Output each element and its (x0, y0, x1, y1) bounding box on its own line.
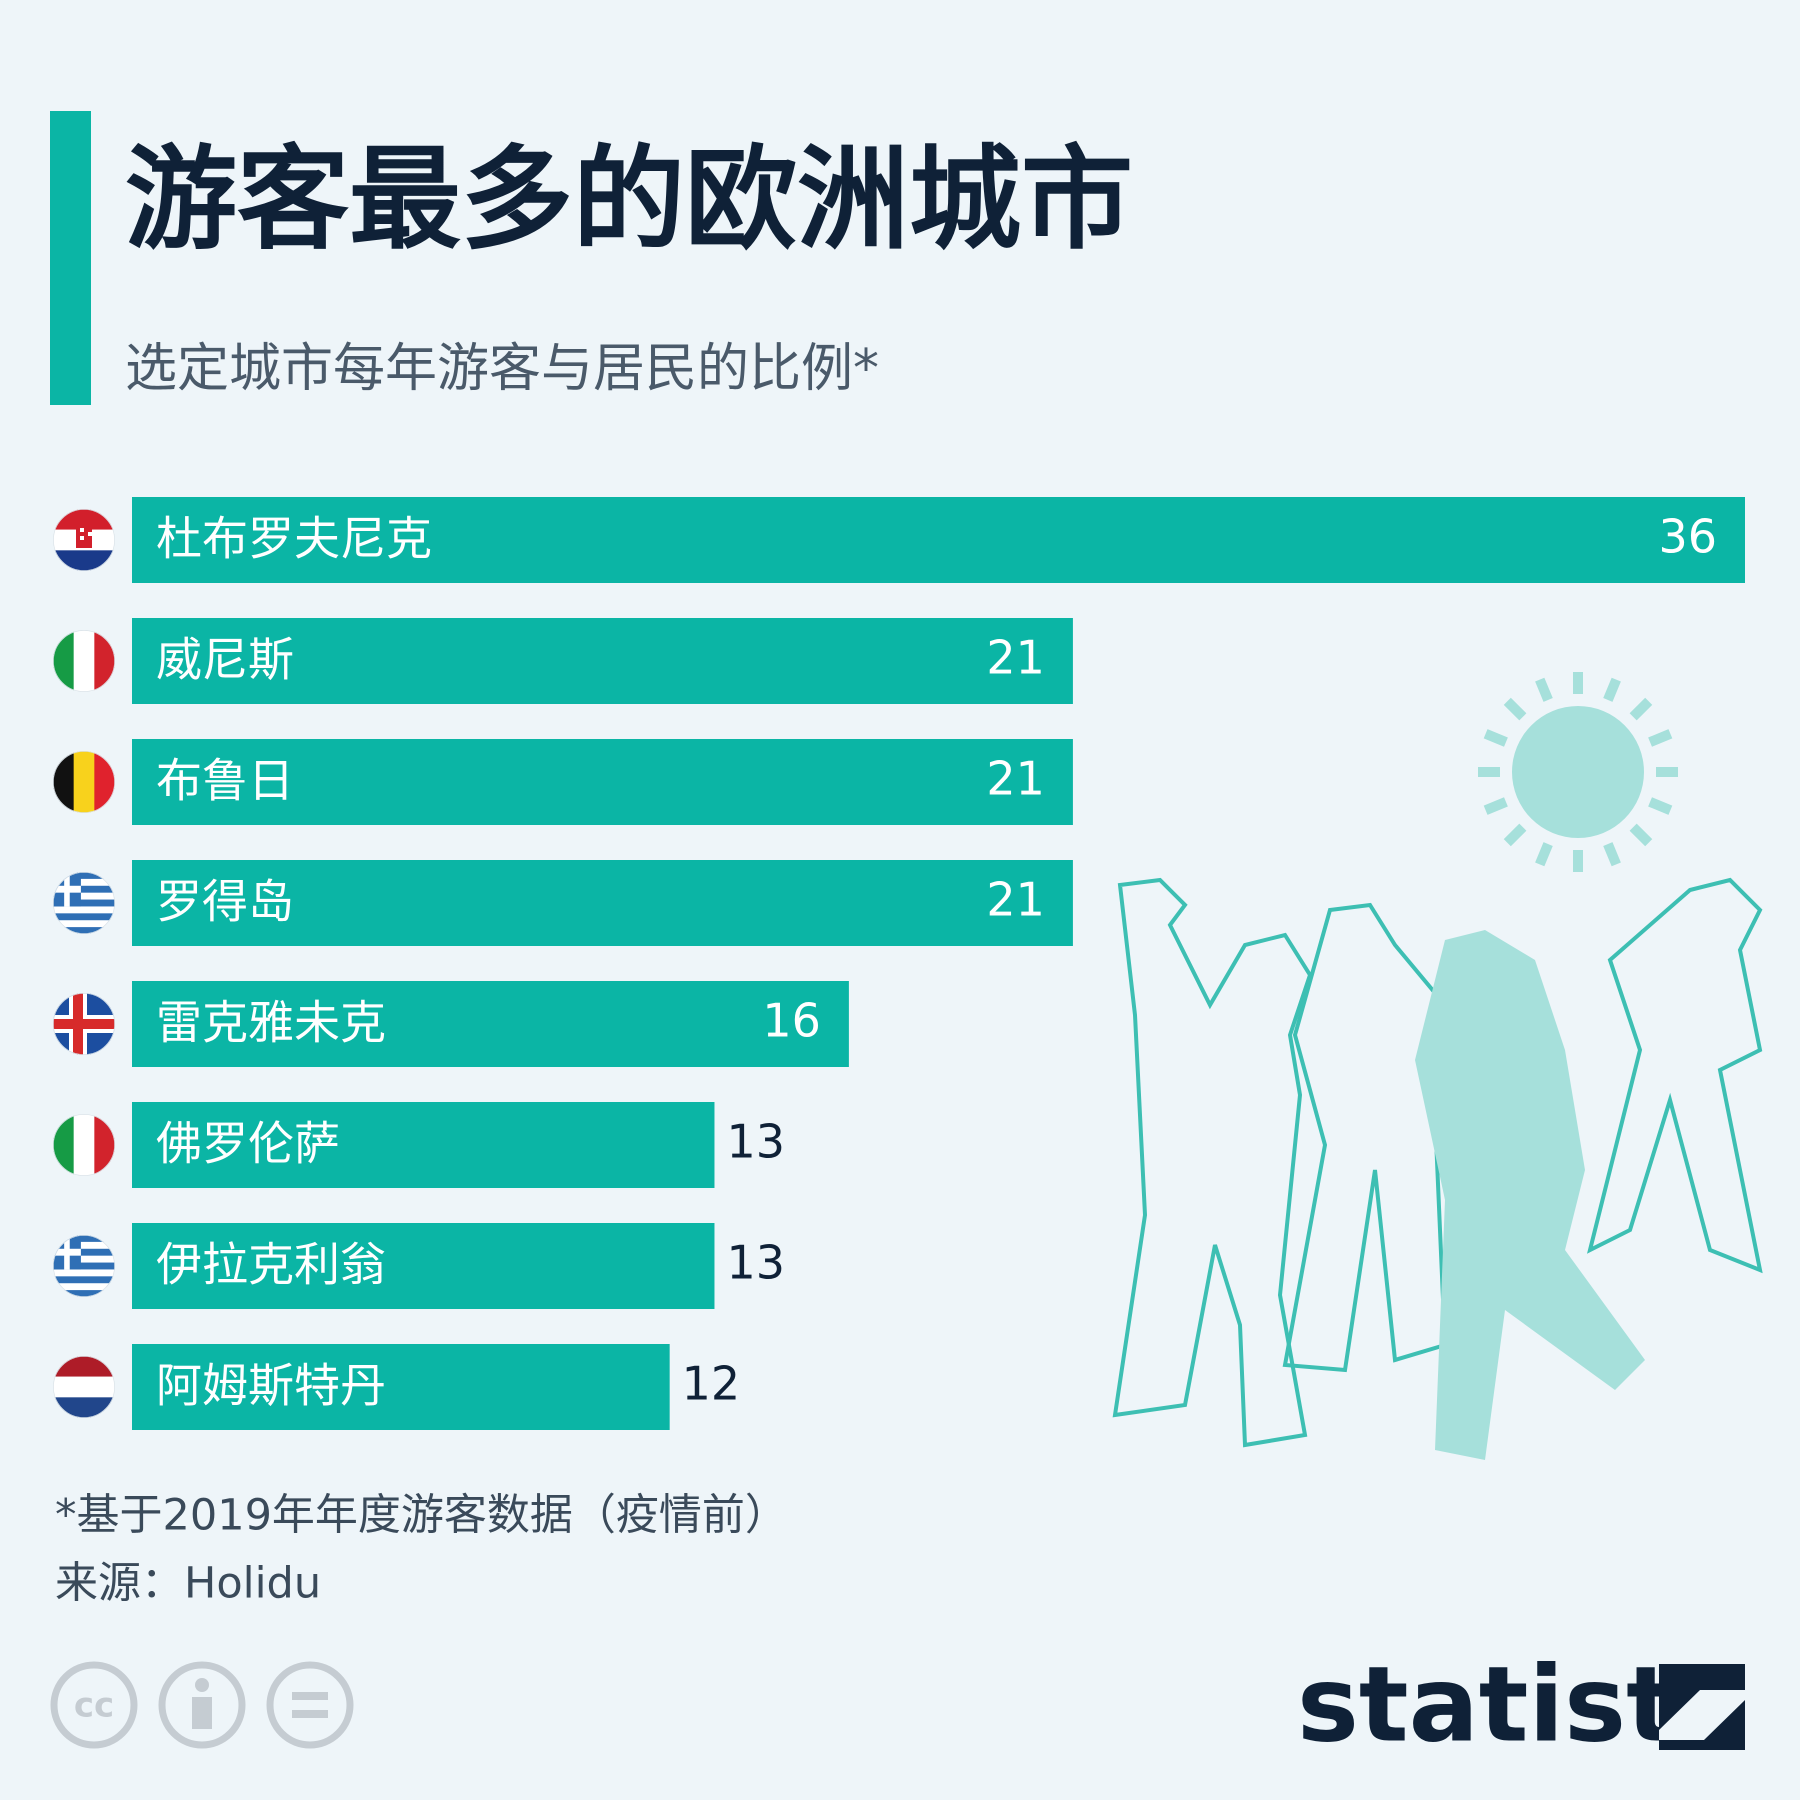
people-decoration (1415, 930, 1645, 1460)
category-label: 佛罗伦萨 (156, 1117, 340, 1171)
value-label: 12 (682, 1357, 741, 1411)
bar (132, 1344, 670, 1430)
source: 来源：Holidu (55, 1559, 321, 1609)
flag-part (94, 630, 115, 692)
flag-part (53, 1290, 115, 1297)
flag (53, 1114, 115, 1176)
category-label: 伊拉克利翁 (156, 1238, 386, 1292)
sun-ray (1629, 823, 1653, 847)
flag-part (80, 528, 84, 532)
sun-ray (1535, 677, 1553, 702)
sun-ray (1648, 797, 1673, 815)
flag-part (53, 899, 115, 907)
value-label: 21 (986, 631, 1045, 685)
value-label: 13 (726, 1236, 785, 1290)
category-label: 威尼斯 (156, 633, 294, 687)
flag-part (53, 1276, 115, 1284)
bar (132, 618, 1073, 704)
flag-part (73, 993, 83, 1055)
sun-ray (1603, 677, 1621, 702)
flag-part (73, 751, 95, 813)
flag-part (53, 878, 115, 887)
sun-ray (1503, 697, 1527, 721)
bar (132, 1102, 715, 1188)
flag-part (53, 1356, 115, 1377)
flag (53, 1235, 115, 1297)
category-label: 杜布罗夫尼克 (156, 512, 432, 566)
sun-ray (1648, 729, 1673, 747)
flag-part (53, 751, 75, 813)
sun-ray (1629, 697, 1653, 721)
flag (53, 993, 115, 1055)
category-label: 雷克雅未克 (156, 996, 386, 1050)
flag-part (53, 1241, 115, 1250)
flag-part (53, 630, 75, 692)
flag-part (53, 550, 115, 571)
flag-part (53, 1262, 115, 1270)
footnote: *基于2019年年度游客数据（疫情前） (55, 1491, 788, 1541)
flag-part (53, 509, 115, 530)
value-label: 21 (986, 752, 1045, 806)
sun-ray (1503, 823, 1527, 847)
svg-text:cc: cc (74, 1686, 114, 1726)
bar (132, 1223, 715, 1309)
flag-part (53, 1248, 115, 1257)
sun-ray (1483, 797, 1508, 815)
category-label: 阿姆斯特丹 (156, 1359, 386, 1413)
bar (132, 739, 1073, 825)
flag-part (53, 1269, 115, 1277)
title-accent (50, 111, 91, 405)
flag-part (53, 885, 81, 893)
sun-ray (1483, 729, 1508, 747)
value-label: 21 (986, 873, 1045, 927)
bar (132, 860, 1073, 946)
flag-part (53, 1114, 75, 1176)
flag (53, 509, 115, 571)
flag-part (53, 1235, 115, 1243)
flag-part (53, 1019, 115, 1029)
chart-subtitle: 选定城市每年游客与居民的比例* (125, 339, 879, 399)
sun-ray (1603, 842, 1621, 867)
flag-part (80, 536, 84, 540)
category-label: 罗得岛 (156, 875, 294, 929)
flag (53, 1356, 115, 1418)
flag-part (53, 1255, 115, 1264)
flag-part (88, 532, 92, 536)
flag (53, 872, 115, 934)
value-label: 13 (726, 1115, 785, 1169)
category-label: 布鲁日 (156, 754, 294, 808)
flag-part (53, 906, 115, 914)
flag-part (73, 1114, 95, 1176)
brand-icon (1659, 1664, 1745, 1750)
chart-title: 游客最多的欧洲城市 (125, 135, 1133, 265)
flag-part (53, 920, 115, 928)
flag (53, 630, 115, 692)
flag-part (53, 1376, 115, 1398)
flag-part (94, 1114, 115, 1176)
flag (53, 751, 115, 813)
license-icons: cc (50, 1661, 354, 1749)
flag-part (53, 1248, 81, 1256)
flag-part (53, 1397, 115, 1418)
flag-part (53, 885, 115, 894)
sun-decoration (1478, 672, 1678, 872)
flag-part (53, 913, 115, 921)
flag-part (53, 892, 115, 901)
flag-part (94, 751, 115, 813)
flag-part (53, 927, 115, 934)
value-label: 16 (762, 994, 821, 1048)
value-label: 36 (1658, 510, 1717, 564)
flag-part (73, 630, 95, 692)
bar (132, 497, 1745, 583)
bar (132, 981, 849, 1067)
sun-ray (1535, 842, 1553, 867)
flag-part (53, 872, 115, 880)
flag-part (53, 1283, 115, 1291)
